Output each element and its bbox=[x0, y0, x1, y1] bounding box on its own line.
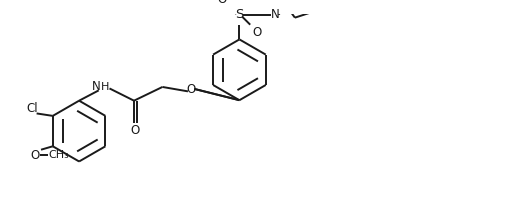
Text: N: N bbox=[271, 8, 280, 21]
Text: O: O bbox=[31, 149, 40, 162]
Text: O: O bbox=[218, 0, 227, 6]
Text: O: O bbox=[131, 124, 140, 137]
Text: H: H bbox=[101, 82, 109, 92]
Text: O: O bbox=[187, 83, 196, 96]
Text: CH₃: CH₃ bbox=[48, 150, 69, 160]
Text: N: N bbox=[92, 80, 101, 93]
Text: S: S bbox=[235, 8, 244, 21]
Text: Cl: Cl bbox=[26, 102, 38, 115]
Text: O: O bbox=[253, 26, 262, 38]
